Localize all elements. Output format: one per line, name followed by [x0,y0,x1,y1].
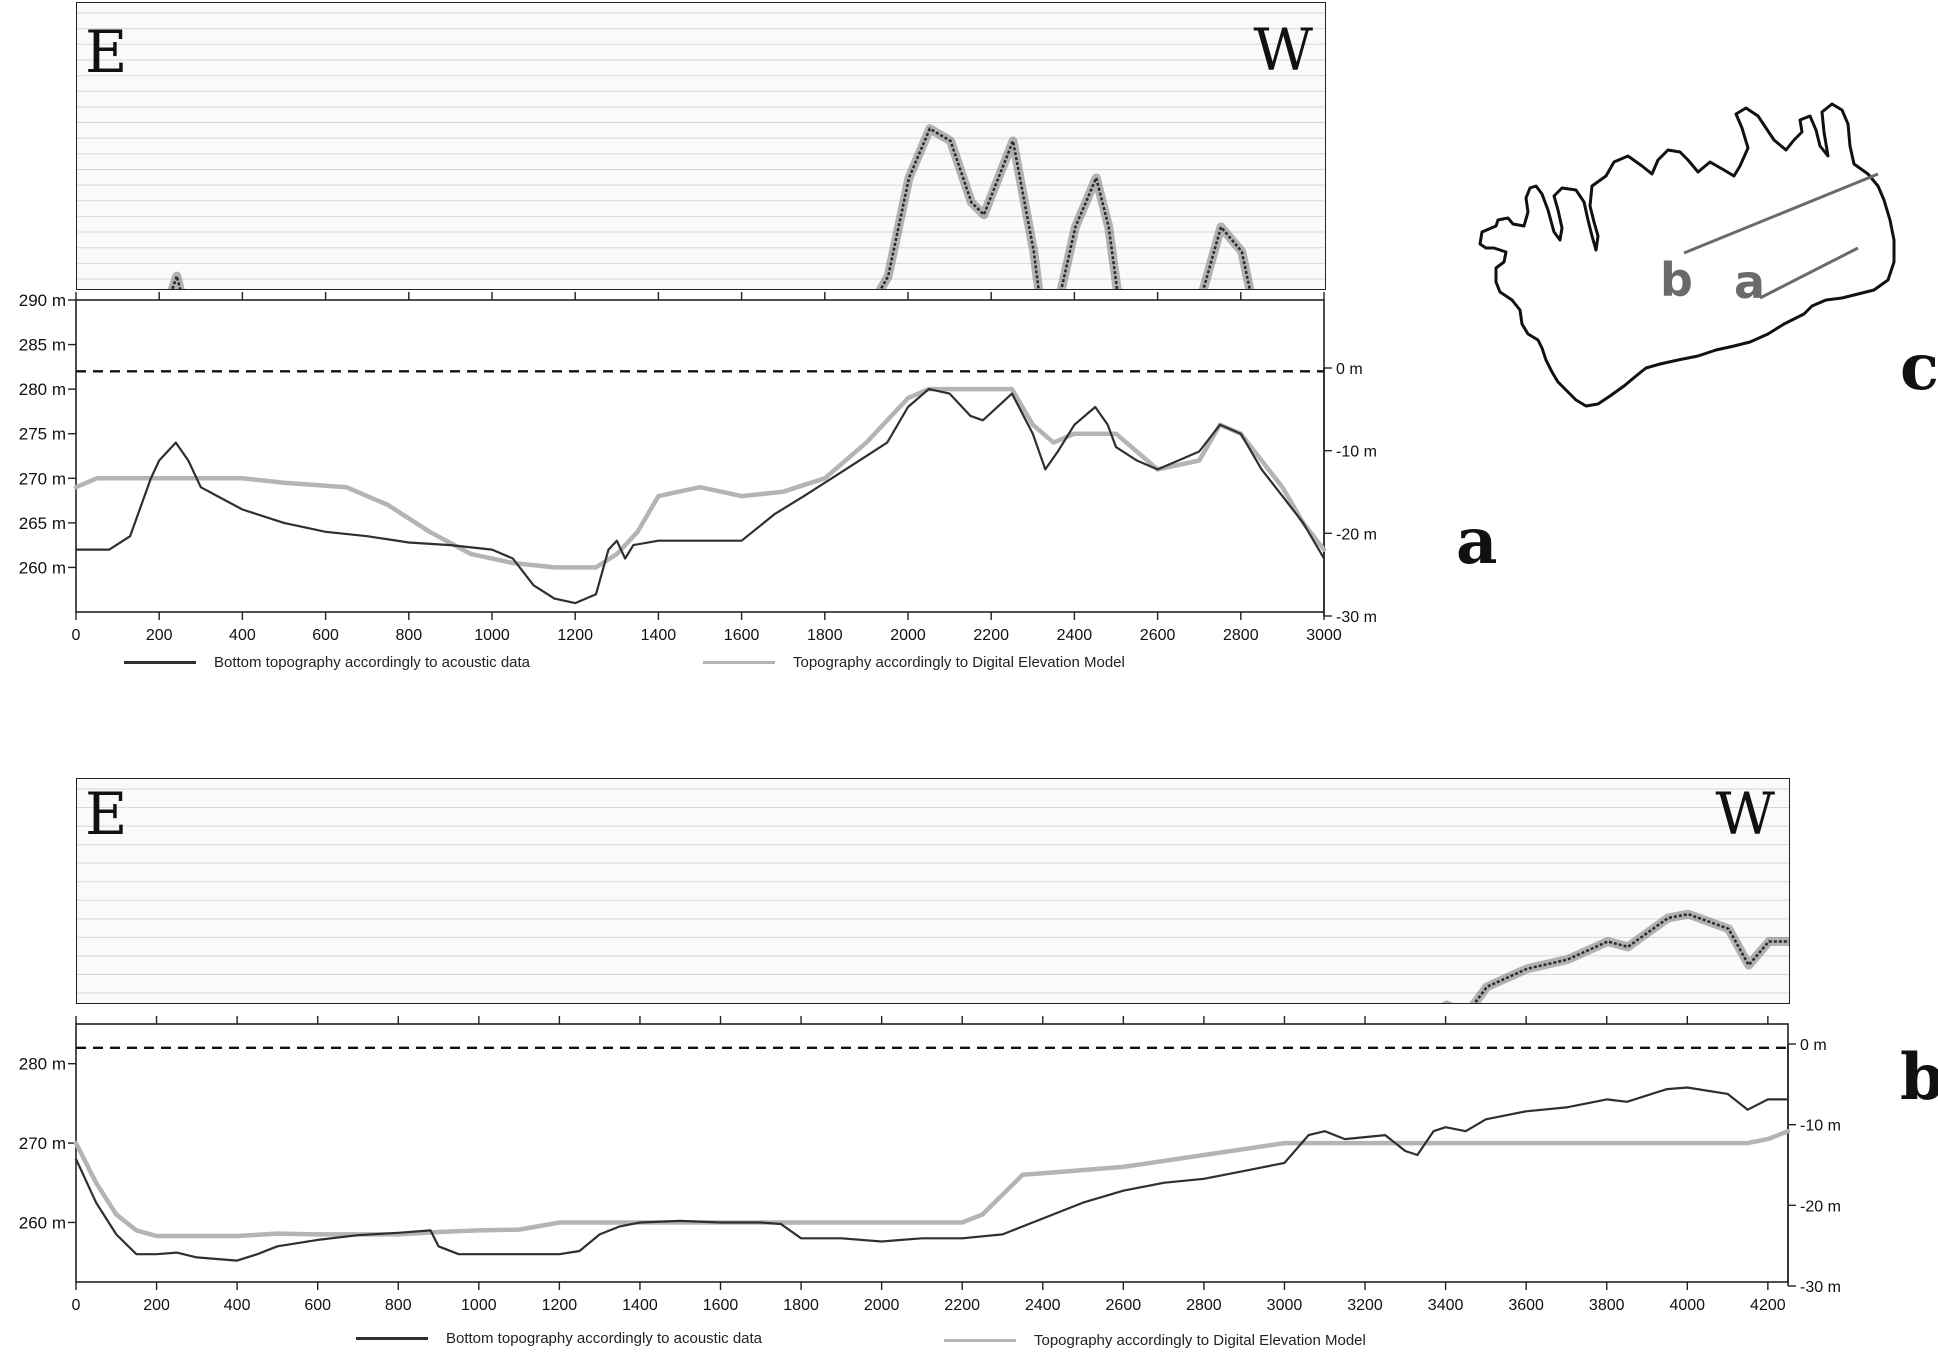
x-tick-label: 1400 [641,627,677,644]
x-tick-label: 1000 [461,1297,497,1314]
echogram-bottom-echo [1473,912,1789,1003]
legend-a-dem-swatch [703,661,775,664]
x-tick-label: 4200 [1750,1297,1786,1314]
echogram-a-image [77,12,1325,289]
x-tick-label: 3000 [1267,1297,1303,1314]
y2-tick-label: -30 m [1336,609,1377,626]
echogram-b-right-direction: W [1715,780,1775,848]
echogram-a-left-direction: E [85,18,128,86]
y-tick-label: 270 m [19,1134,66,1153]
echogram-b-image [77,788,1789,1003]
series-line-dem [73,386,1327,570]
x-tick-label: 1400 [622,1297,658,1314]
x-tick-label: 1600 [724,627,760,644]
y2-tick-label: -30 m [1800,1279,1841,1296]
y2-tick-label: -20 m [1336,526,1377,543]
panel-label-b: b [1900,1040,1938,1115]
legend-a-acoustic-label: Bottom topography accordingly to acousti… [214,654,531,671]
x-tick-label: 400 [229,627,256,644]
y2-tick-label: -10 m [1800,1118,1841,1135]
track-label-a: a [1734,255,1765,309]
x-tick-label: 1200 [542,1297,578,1314]
x-tick-label: 2800 [1223,627,1259,644]
track-label-b: b [1660,253,1693,307]
y-tick-label: 290 m [19,291,66,310]
x-tick-label: 0 [72,1297,81,1314]
x-tick-label: 800 [385,1297,412,1314]
profile-chart-a: 0 200 400 600 800 1000 1200 1400 1600 1800 2000 220… [19,291,1377,644]
legend-a-acoustic-swatch [124,661,196,664]
x-tick-label: 3400 [1428,1297,1464,1314]
panel-label-c: c [1900,330,1938,405]
track-line-a [1759,246,1859,300]
legend-b-dem-label: Topography accordingly to Digital Elevat… [1034,1332,1366,1349]
x-tick-label: 2600 [1140,627,1176,644]
y2-tick-label: 0 m [1800,1037,1827,1054]
echogram-a-right-direction: W [1253,16,1313,84]
echogram-b-left-direction: E [85,780,128,848]
x-tick-label: 600 [304,1297,331,1314]
x-tick-label: 1600 [703,1297,739,1314]
y-tick-label: 260 m [19,1213,66,1232]
y-tick-label: 275 m [19,425,66,444]
x-tick-label: 1800 [783,1297,819,1314]
y2-tick-label: -20 m [1800,1198,1841,1215]
legend-b-acoustic: Bottom topography accordingly to acousti… [356,1330,762,1347]
legend-a-acoustic: Bottom topography accordingly to acousti… [124,654,530,671]
x-tick-label: 2200 [973,627,1009,644]
series-line-acoustic [74,1086,1790,1262]
x-tick-label: 1800 [807,627,843,644]
x-tick-label: 800 [395,627,422,644]
y-tick-label: 260 m [19,558,66,577]
x-tick-label: 2400 [1057,627,1093,644]
series-line-dem [73,1128,1791,1239]
x-tick-label: 2200 [944,1297,980,1314]
y-tick-label: 270 m [19,469,66,488]
x-tick-label: 3200 [1347,1297,1383,1314]
y-tick-label: 280 m [19,380,66,399]
y-tick-label: 265 m [19,514,66,533]
x-tick-label: 2400 [1025,1297,1061,1314]
x-tick-label: 2000 [864,1297,900,1314]
legend-b-acoustic-swatch [356,1337,428,1340]
panel-label-a: a [1456,504,1498,579]
legend-a-dem-label: Topography accordingly to Digital Elevat… [793,654,1125,671]
y-tick-label: 280 m [19,1055,66,1074]
x-tick-label: 3800 [1589,1297,1625,1314]
legend-b-dem: Topography accordingly to Digital Elevat… [944,1332,1366,1349]
series-line-acoustic [74,388,1326,605]
y2-tick-label: -10 m [1336,444,1377,461]
lake-map: b a [1478,102,1896,408]
echogram-a: E W [76,2,1326,290]
x-tick-label: 1200 [557,627,593,644]
y-tick-label: 285 m [19,336,66,355]
track-line-b [1683,172,1879,255]
x-tick-label: 200 [146,627,173,644]
x-tick-label: 4000 [1669,1297,1705,1314]
x-tick-label: 400 [224,1297,251,1314]
x-tick-label: 2000 [890,627,926,644]
x-tick-label: 0 [72,627,81,644]
lake-outline [1478,102,1896,408]
x-tick-label: 200 [143,1297,170,1314]
x-tick-label: 600 [312,627,339,644]
x-tick-label: 1000 [474,627,510,644]
plot-frame [75,1023,1789,1283]
y2-tick-label: 0 m [1336,361,1363,378]
x-tick-label: 3600 [1508,1297,1544,1314]
legend-a-dem: Topography accordingly to Digital Elevat… [703,654,1125,671]
legend-b-dem-swatch [944,1339,1016,1342]
legend-b-acoustic-label: Bottom topography accordingly to acousti… [446,1330,763,1347]
echogram-b: E W [76,778,1790,1004]
x-tick-label: 2800 [1186,1297,1222,1314]
x-tick-label: 2600 [1106,1297,1142,1314]
x-tick-label: 3000 [1306,627,1342,644]
